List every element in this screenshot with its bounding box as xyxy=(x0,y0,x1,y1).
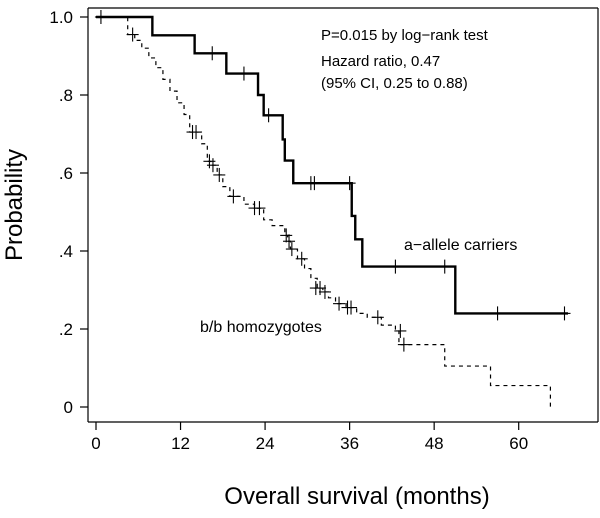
censor-mark xyxy=(491,306,504,321)
annotation-ci: (95% CI, 0.25 to 0.88) xyxy=(321,75,468,92)
censor-mark xyxy=(345,300,358,315)
y-ticks: 0 .2 .4 .6 .8 1.0 xyxy=(49,8,88,417)
censor-mark xyxy=(295,251,308,266)
curve-a-allele-carriers xyxy=(96,15,569,315)
censor-mark xyxy=(318,284,331,299)
x-tick-label: 0 xyxy=(91,434,100,453)
censor-mark xyxy=(558,306,571,321)
annotation-pvalue: P=0.015 by log−rank test xyxy=(321,27,489,44)
y-tick-label: 1.0 xyxy=(49,8,73,27)
censor-mark xyxy=(314,281,327,296)
censor-mark xyxy=(206,46,219,61)
annotation-hazard-ratio: Hazard ratio, 0.47 xyxy=(321,53,440,70)
x-ticks: 0 12 24 36 48 60 xyxy=(91,422,528,453)
censor-mark xyxy=(213,167,226,182)
censor-mark xyxy=(262,108,275,123)
censor-mark xyxy=(389,259,402,274)
series-layer xyxy=(94,10,571,407)
x-axis-title: Overall survival (months) xyxy=(224,483,489,510)
series-label-a-allele: a−allele carriers xyxy=(404,237,517,254)
censor-mark xyxy=(126,27,139,42)
censor-mark xyxy=(285,242,298,257)
censor-mark xyxy=(397,337,410,352)
x-tick-label: 24 xyxy=(256,434,275,453)
x-tick-label: 48 xyxy=(425,434,444,453)
y-tick-label: .4 xyxy=(59,242,73,261)
censor-mark xyxy=(438,259,451,274)
censor-mark xyxy=(308,176,321,191)
x-tick-label: 36 xyxy=(340,434,359,453)
censor-mark xyxy=(394,323,407,338)
censor-mark xyxy=(371,310,384,325)
series-label-bb: b/b homozygotes xyxy=(200,319,322,336)
y-axis-title: Probability xyxy=(1,149,28,261)
censor-mark xyxy=(237,66,250,81)
y-tick-label: .8 xyxy=(59,86,73,105)
y-tick-label: .6 xyxy=(59,164,73,183)
censor-mark xyxy=(253,201,266,216)
censor-mark xyxy=(343,176,356,191)
y-tick-label: 0 xyxy=(64,398,73,417)
y-tick-label: .2 xyxy=(59,320,73,339)
x-tick-label: 60 xyxy=(509,434,528,453)
plot-frame xyxy=(87,7,599,423)
curve-bb-homozygotes xyxy=(96,16,552,407)
censor-mark xyxy=(280,228,293,243)
censor-mark xyxy=(283,234,296,249)
x-tick-label: 12 xyxy=(171,434,190,453)
censor-mark xyxy=(227,189,240,204)
censor-mark xyxy=(206,158,219,173)
censor-mark xyxy=(333,296,346,311)
censor-mark xyxy=(190,125,203,140)
